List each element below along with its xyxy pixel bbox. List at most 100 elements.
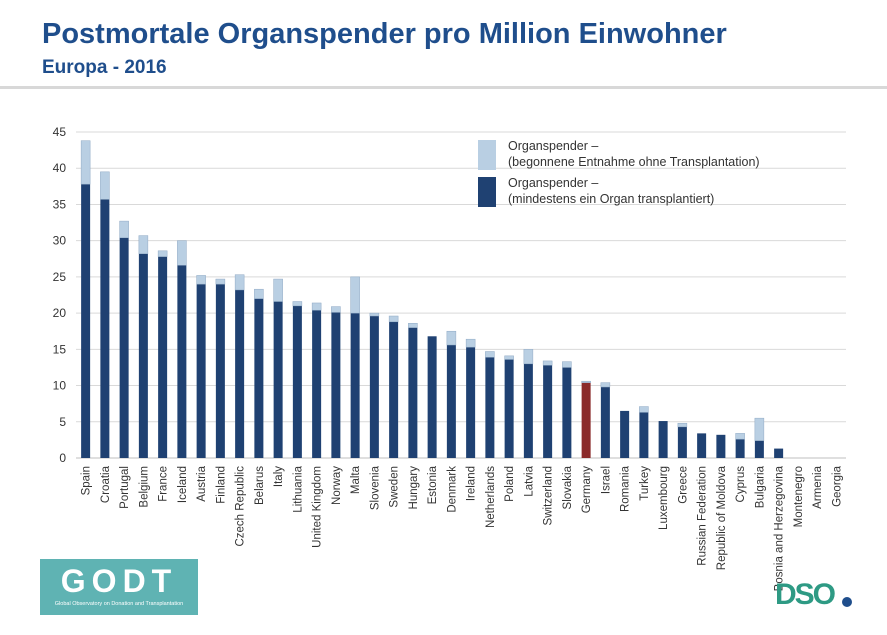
bar-sweden-transplanted [389,321,399,458]
bar-finland-transplanted [215,284,225,458]
x-tick-label: Israel [600,466,612,494]
bar-finland-started [215,278,226,285]
bar-poland-started [504,355,514,360]
y-tick-label: 25 [53,270,67,284]
x-tick-label: Ireland [466,466,478,501]
bar-belarus-started [254,288,264,299]
bar-sweden-started [388,315,399,323]
bar-czech-republic-started [234,274,245,291]
x-tick-label: Slovenia [369,465,381,510]
x-tick-label: Greece [677,466,689,504]
bar-romania-transplanted [620,410,630,458]
godt-logo-subtitle: Global Observatory on Donation and Trans… [54,601,184,607]
x-tick-label: Turkey [639,466,651,501]
bar-czech-republic-transplanted [235,289,245,458]
x-tick-label: Germany [581,466,593,514]
bar-denmark-transplanted [446,344,456,458]
x-tick-label: Republic of Moldova [716,465,728,570]
chart-gridlines [76,131,846,459]
godt-logo-word: GODT [60,563,178,599]
x-tick-label: Poland [504,466,516,502]
legend-label: Organspender – [508,139,598,153]
bar-switzerland-started [542,360,553,366]
page-title: Postmortale Organspender pro Million Ein… [42,18,727,50]
x-tick-label: Belgium [138,466,150,508]
bar-hungary-transplanted [408,327,418,458]
bar-latvia-transplanted [523,363,533,458]
bar-israel-transplanted [600,387,610,458]
legend-swatch-transplanted [478,177,496,207]
bar-slovakia-transplanted [562,367,572,458]
bar-malta-transplanted [350,313,360,458]
bar-greece-transplanted [677,426,687,458]
bar-bulgaria-transplanted [754,440,764,458]
bar-lithuania-transplanted [292,305,302,458]
x-tick-label: Bulgaria [754,465,766,508]
x-tick-label: Luxembourg [658,466,670,530]
bar-portugal-transplanted [119,237,129,458]
x-tick-label: Malta [350,465,362,494]
x-tick-label: Estonia [427,465,439,504]
x-tick-label: Italy [273,466,285,487]
y-tick-label: 20 [53,306,67,320]
x-tick-label: Netherlands [485,466,497,528]
bar-hungary-started [408,323,418,328]
header-divider [0,86,887,89]
bar-israel-started [600,382,611,388]
bar-lithuania-started [292,301,303,307]
bar-ireland-started [465,338,476,348]
bar-slovenia-started [369,312,380,317]
x-tick-label: Montenegro [793,466,805,527]
y-tick-label: 35 [53,197,67,211]
bar-netherlands-started [485,351,495,358]
bar-spain-transplanted [81,184,91,458]
x-tick-label: Russian Federation [697,466,709,566]
bar-russian-federation-transplanted [697,433,707,458]
x-tick-label: Finland [215,466,227,504]
bar-italy-transplanted [273,301,283,458]
bar-turkey-started [639,406,649,413]
x-tick-label: Switzerland [543,466,555,525]
bar-bosnia-and-herzegovina-transplanted [774,448,784,458]
dso-logo-word: DSO [775,578,836,611]
x-tick-label: Iceland [177,466,189,503]
bar-greece-started [677,422,688,428]
bar-republic-of-moldova-transplanted [716,434,726,458]
x-tick-label: Austria [196,465,208,501]
bar-slovakia-started [562,361,572,368]
legend-label: Organspender – [508,176,598,190]
y-tick-label: 0 [59,451,66,465]
godt-logo: GODT Global Observatory on Donation and … [40,559,198,615]
x-tick-label: Portugal [119,466,131,509]
bar-united-kingdom-transplanted [312,310,322,458]
bar-poland-transplanted [504,359,514,458]
bar-france-transplanted [158,256,168,458]
dso-logo: DSO [775,578,855,614]
y-tick-label: 10 [53,379,67,393]
x-tick-label: Sweden [389,466,401,508]
bar-cyprus-transplanted [735,439,745,458]
bar-belarus-transplanted [254,298,264,458]
x-tick-label: Slovakia [562,465,574,509]
chart-legend: Organspender – (begonnene Entnahme ohne T… [478,139,760,207]
bar-turkey-transplanted [639,412,649,458]
x-tick-label: Belarus [254,466,266,505]
bar-luxembourg-transplanted [658,421,668,458]
x-tick-label: United Kingdom [312,466,324,548]
bar-iceland-transplanted [177,265,187,458]
bar-belgium-started [138,235,149,254]
x-tick-label: Georgia [831,465,843,507]
bar-slovenia-transplanted [369,316,379,458]
bar-iceland-started [177,240,187,266]
bar-ireland-transplanted [466,347,476,458]
x-tick-label: Czech Republic [235,466,247,547]
legend-swatch-started [478,140,496,170]
y-tick-label: 15 [53,342,67,356]
x-tick-label: Denmark [446,466,458,513]
bar-bulgaria-started [754,417,765,441]
legend-label: (begonnene Entnahme ohne Transplantation… [508,155,760,169]
x-tick-label: Latvia [523,465,535,496]
x-tick-label: Cyprus [735,466,747,503]
x-tick-label: Bosnia and Herzegovina [774,465,786,591]
